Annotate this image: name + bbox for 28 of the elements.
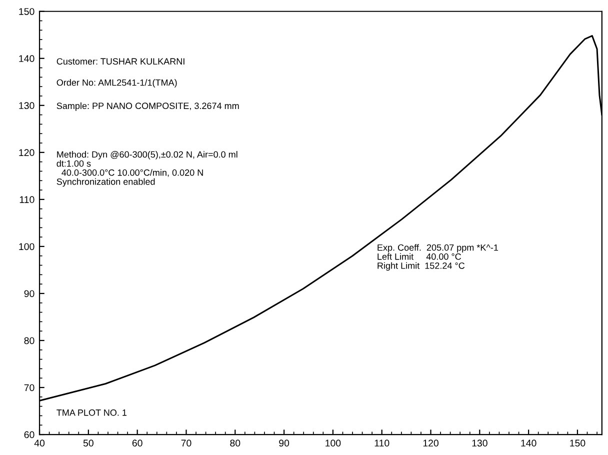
annotation: TMA PLOT NO. 1 <box>56 409 127 416</box>
annotation: Method: Dyn @60-300(5),±0.02 N, Air=0.0 ml dt:1.00 s 40.0-300.0°C 10.00°C/min, 0.020 N Synchronization enabled <box>56 151 238 187</box>
y-tick-label: 70 <box>24 384 34 392</box>
annotation: Order No: AML2541-1/1(TMA) <box>56 79 177 88</box>
x-tick-label: 130 <box>472 440 488 447</box>
x-tick-label: 60 <box>132 440 142 447</box>
x-tick-label: 40 <box>34 440 45 447</box>
x-tick-label: 50 <box>83 440 94 447</box>
y-tick-label: 110 <box>20 196 34 204</box>
annotation: Exp. Coeff. 205.07 ppm *K^-1 Left Limit 40.00 °C Right Limit 152.24 °C <box>378 244 498 271</box>
x-tick-label: 70 <box>181 440 192 447</box>
y-tick-label: 130 <box>19 102 34 110</box>
x-tick-label: 100 <box>326 440 341 447</box>
y-tick-label: 150 <box>19 8 34 15</box>
x-tick-label: 150 <box>570 440 586 447</box>
y-tick-label: 90 <box>24 290 34 298</box>
annotation: Customer: TUSHAR KULKARNI <box>56 58 184 65</box>
x-tick-label: 90 <box>279 440 290 447</box>
y-tick-label: 140 <box>19 55 34 62</box>
x-tick-label: 120 <box>423 440 438 447</box>
x-tick-label: 110 <box>374 440 390 447</box>
y-tick-label: 60 <box>24 431 34 438</box>
y-tick-label: 100 <box>19 243 34 250</box>
y-tick-label: 120 <box>19 149 34 156</box>
x-tick-label: 140 <box>521 440 536 447</box>
annotation: Sample: PP NANO COMPOSITE, 3.2674 mm <box>56 102 239 111</box>
y-tick-label: 80 <box>24 337 34 344</box>
x-tick-label: 80 <box>230 440 240 447</box>
